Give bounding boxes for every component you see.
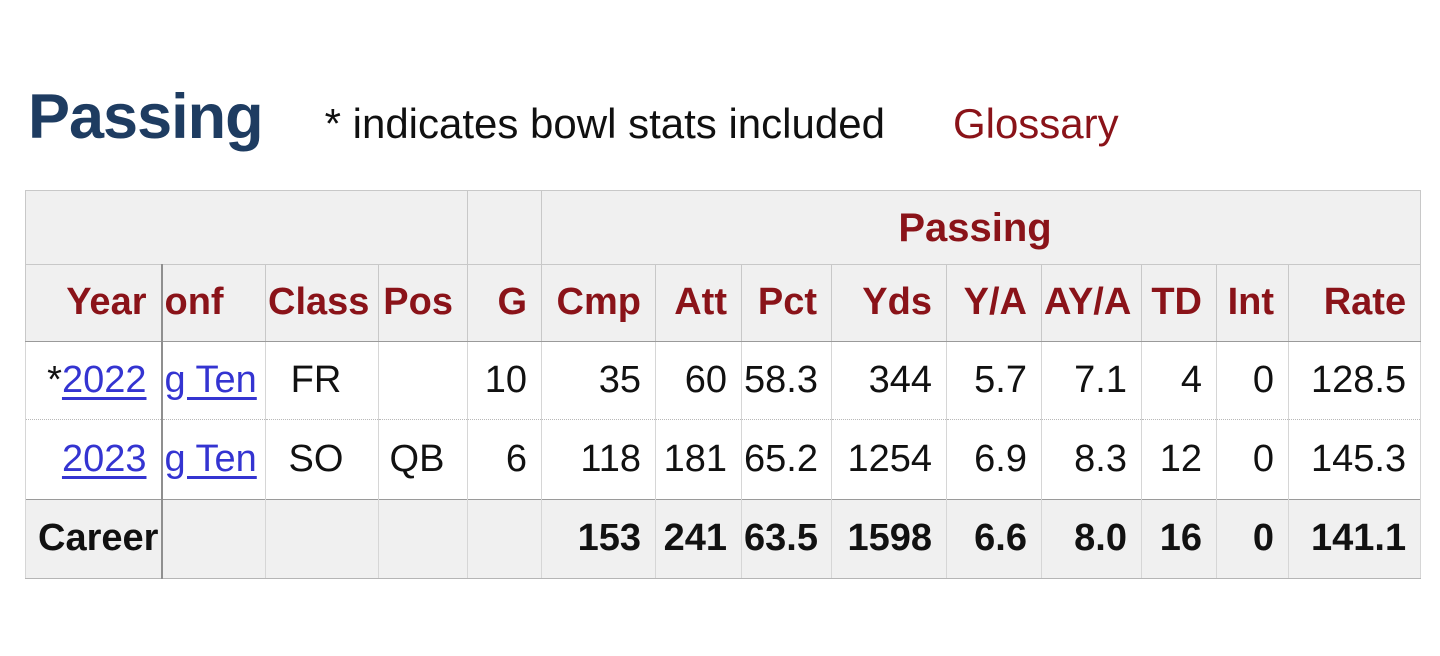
page: Passing * indicates bowl stats included … xyxy=(0,0,1440,580)
pos-cell xyxy=(378,499,468,580)
cmp-cell: 35 xyxy=(541,341,656,420)
passing-group-header: Passing xyxy=(540,190,1422,266)
bowl-star: * xyxy=(47,358,62,401)
col-header-int[interactable]: Int xyxy=(1216,264,1289,343)
int-cell: 0 xyxy=(1216,341,1289,420)
g-cell xyxy=(467,499,542,580)
pos-cell: QB xyxy=(378,419,468,500)
col-header-yds[interactable]: Yds xyxy=(831,264,947,343)
col-header-pct[interactable]: Pct xyxy=(741,264,832,343)
col-header-ya[interactable]: Y/A xyxy=(946,264,1042,343)
pct-cell: 58.3 xyxy=(741,341,832,420)
att-cell: 181 xyxy=(655,419,742,500)
cmp-cell: 118 xyxy=(541,419,656,500)
col-header-g[interactable]: G xyxy=(467,264,542,343)
aya-cell: 8.3 xyxy=(1041,419,1142,500)
class-cell: SO xyxy=(265,419,379,500)
col-header-rate[interactable]: Rate xyxy=(1287,264,1422,343)
pct-cell: 65.2 xyxy=(741,419,832,500)
conf-link[interactable]: g Ten xyxy=(164,437,257,480)
col-header-aya[interactable]: AY/A xyxy=(1041,264,1142,343)
col-header-year[interactable]: Year xyxy=(25,264,163,343)
section-header: Passing * indicates bowl stats included … xyxy=(0,0,1440,150)
rate-cell: 128.5 xyxy=(1287,341,1422,420)
bowl-stats-note: * indicates bowl stats included xyxy=(324,100,885,147)
table-row-2023: 2023 g Ten SO QB 6 118 181 65.2 1254 6.9… xyxy=(25,419,1422,500)
col-header-att[interactable]: Att xyxy=(655,264,742,343)
career-label: Career xyxy=(25,499,163,580)
class-cell: FR xyxy=(265,341,379,420)
pos-cell xyxy=(378,341,468,420)
int-cell: 0 xyxy=(1216,419,1289,500)
group-header-spacer-g xyxy=(467,190,542,266)
career-row: Career 153 241 63.5 1598 6.6 8.0 16 0 14… xyxy=(25,499,1422,580)
page-title: Passing xyxy=(28,82,264,152)
year-link[interactable]: 2023 xyxy=(61,437,147,480)
ya-cell: 6.9 xyxy=(946,419,1042,500)
col-header-conf[interactable]: onf xyxy=(161,264,266,343)
td-cell: 16 xyxy=(1141,499,1217,580)
column-header-row: Year onf Class Pos G Cmp Att Pct Yds Y/A… xyxy=(25,264,1422,343)
col-header-class[interactable]: Class xyxy=(265,264,379,343)
ya-cell: 6.6 xyxy=(946,499,1042,580)
conf-cell: g Ten xyxy=(161,341,266,420)
conf-cell: g Ten xyxy=(161,419,266,500)
g-cell: 6 xyxy=(467,419,542,500)
int-cell: 0 xyxy=(1216,499,1289,580)
rate-cell: 141.1 xyxy=(1287,499,1422,580)
table-row-2022: *2022 g Ten FR 10 35 60 58.3 344 5.7 7.1… xyxy=(25,341,1422,420)
ya-cell: 5.7 xyxy=(946,341,1042,420)
cmp-cell: 153 xyxy=(541,499,656,580)
class-cell xyxy=(265,499,379,580)
td-cell: 12 xyxy=(1141,419,1217,500)
col-header-cmp[interactable]: Cmp xyxy=(541,264,656,343)
aya-cell: 7.1 xyxy=(1041,341,1142,420)
conf-cell xyxy=(161,499,266,580)
yds-cell: 344 xyxy=(831,341,947,420)
group-header-spacer xyxy=(25,190,468,266)
group-header-row: Passing xyxy=(25,190,1422,266)
year-link[interactable]: 2022 xyxy=(61,358,147,401)
year-cell: *2022 xyxy=(25,341,163,420)
g-cell: 10 xyxy=(467,341,542,420)
passing-stats-table: Passing Year onf Class Pos G Cmp Att Pct… xyxy=(25,190,1422,580)
rate-cell: 145.3 xyxy=(1287,419,1422,500)
yds-cell: 1598 xyxy=(831,499,947,580)
col-header-pos[interactable]: Pos xyxy=(378,264,468,343)
conf-link[interactable]: g Ten xyxy=(164,358,257,401)
glossary-link[interactable]: Glossary xyxy=(952,100,1119,147)
td-cell: 4 xyxy=(1141,341,1217,420)
aya-cell: 8.0 xyxy=(1041,499,1142,580)
att-cell: 60 xyxy=(655,341,742,420)
pct-cell: 63.5 xyxy=(741,499,832,580)
year-cell: 2023 xyxy=(25,419,163,500)
att-cell: 241 xyxy=(655,499,742,580)
col-header-td[interactable]: TD xyxy=(1141,264,1217,343)
yds-cell: 1254 xyxy=(831,419,947,500)
